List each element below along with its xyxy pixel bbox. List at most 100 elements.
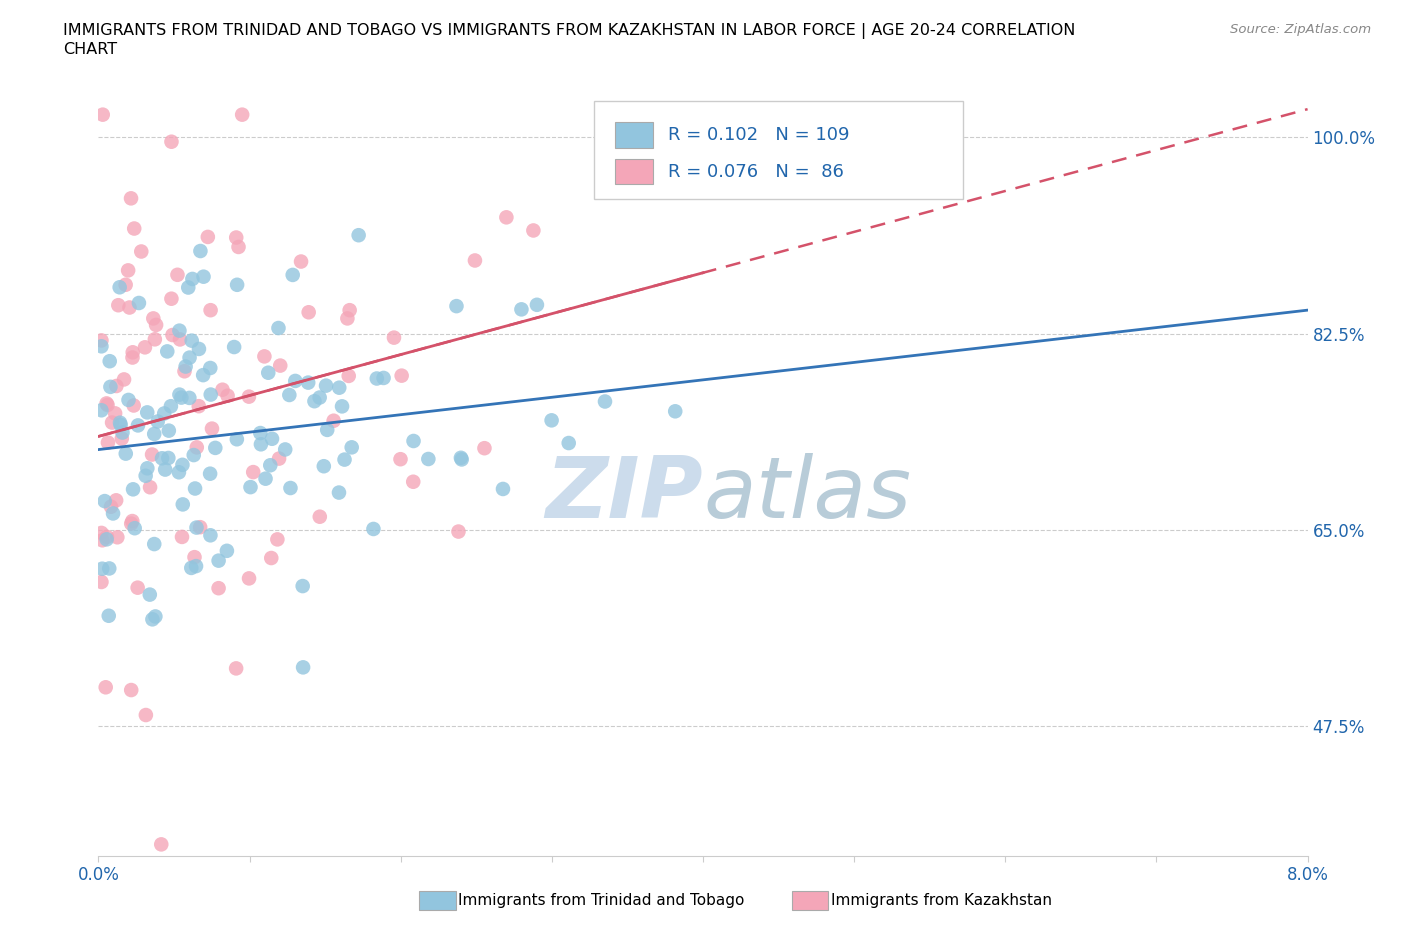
Point xyxy=(120,683,142,698)
Point xyxy=(242,465,264,480)
Point xyxy=(114,446,136,461)
Point xyxy=(94,680,117,695)
Point xyxy=(330,399,353,414)
Point xyxy=(160,291,183,306)
Point xyxy=(170,529,193,544)
Point xyxy=(193,270,215,285)
Point xyxy=(129,244,152,259)
Point xyxy=(121,350,143,365)
Point xyxy=(297,375,319,390)
Point xyxy=(188,341,211,356)
Point xyxy=(146,414,169,429)
Point xyxy=(304,393,326,408)
Point xyxy=(150,837,173,852)
Point xyxy=(170,391,193,405)
Point xyxy=(267,321,290,336)
Point xyxy=(366,371,388,386)
Point xyxy=(186,440,208,455)
Point xyxy=(180,333,202,348)
Point xyxy=(274,442,297,457)
Point xyxy=(156,344,179,359)
Point xyxy=(153,462,176,477)
Point xyxy=(281,268,304,283)
Text: Source: ZipAtlas.com: Source: ZipAtlas.com xyxy=(1230,23,1371,36)
Point xyxy=(105,493,128,508)
Point xyxy=(91,107,114,122)
Point xyxy=(136,405,159,419)
Point xyxy=(96,396,118,411)
Point xyxy=(97,435,120,450)
Point xyxy=(105,379,128,393)
Text: Immigrants from Trinidad and Tobago: Immigrants from Trinidad and Tobago xyxy=(458,893,745,908)
Point xyxy=(308,510,330,525)
Point xyxy=(157,450,180,465)
Point xyxy=(157,423,180,438)
Point xyxy=(298,305,321,320)
Point xyxy=(153,406,176,421)
Point xyxy=(239,480,262,495)
Point xyxy=(593,394,616,409)
Point xyxy=(173,364,195,379)
Point xyxy=(207,580,229,595)
Point xyxy=(291,578,314,593)
Point xyxy=(315,379,337,393)
Point xyxy=(90,525,112,540)
Point xyxy=(135,708,157,723)
Point xyxy=(540,413,562,428)
Point xyxy=(90,333,112,348)
Point xyxy=(91,562,114,577)
Point xyxy=(183,447,205,462)
Point xyxy=(128,296,150,311)
Point xyxy=(253,349,276,364)
Text: CHART: CHART xyxy=(63,42,117,57)
Point xyxy=(328,380,350,395)
FancyBboxPatch shape xyxy=(595,101,963,199)
Point xyxy=(135,469,157,484)
Point xyxy=(373,370,395,385)
Text: atlas: atlas xyxy=(703,453,911,536)
Point xyxy=(522,223,544,238)
Point xyxy=(141,612,163,627)
Point xyxy=(108,416,131,431)
Point xyxy=(104,405,127,420)
Point xyxy=(169,324,191,339)
Point xyxy=(110,418,132,432)
Point xyxy=(90,575,112,590)
Point xyxy=(450,450,472,465)
Point xyxy=(316,422,339,437)
Point xyxy=(134,339,156,354)
Point xyxy=(160,134,183,149)
Point xyxy=(100,499,122,514)
Point xyxy=(136,461,159,476)
Point xyxy=(150,451,173,466)
Point xyxy=(145,609,167,624)
Point xyxy=(105,530,128,545)
Point xyxy=(280,481,302,496)
Point xyxy=(114,277,136,292)
Point xyxy=(188,520,211,535)
Point xyxy=(90,403,112,418)
Point xyxy=(96,397,118,412)
Point xyxy=(292,660,315,675)
Point xyxy=(139,587,162,602)
Point xyxy=(328,485,350,500)
Point xyxy=(290,254,312,269)
Point xyxy=(450,452,472,467)
Point xyxy=(91,533,114,548)
Point xyxy=(108,280,131,295)
Point xyxy=(266,532,288,547)
Point xyxy=(169,387,191,402)
Point xyxy=(191,367,214,382)
Point xyxy=(179,351,201,365)
Point xyxy=(382,330,405,345)
Point xyxy=(118,300,141,315)
Point xyxy=(200,303,222,318)
Point xyxy=(225,432,247,446)
Point xyxy=(122,221,145,236)
Point xyxy=(181,272,204,286)
Point xyxy=(183,550,205,565)
Point xyxy=(127,580,149,595)
Point xyxy=(98,353,121,368)
Point xyxy=(211,382,233,397)
Point xyxy=(145,317,167,332)
